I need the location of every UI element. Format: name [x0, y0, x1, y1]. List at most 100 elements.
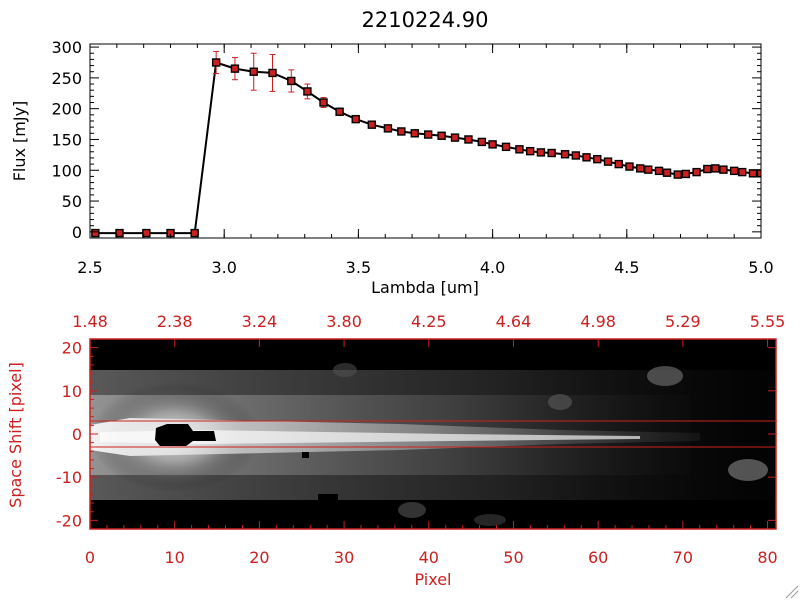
data-point	[636, 164, 645, 173]
data-point	[319, 98, 328, 107]
data-point	[397, 127, 406, 136]
image-top-tick-label: 3.80	[326, 312, 362, 331]
y-tick-label: 100	[51, 161, 82, 180]
image-top-tick-label: 4.25	[411, 312, 447, 331]
image-top-tick-label: 5.29	[665, 312, 701, 331]
image-y-tick-label: 0	[72, 425, 82, 444]
data-point	[571, 151, 581, 160]
x-tick-label: 5.0	[748, 258, 773, 277]
y-tick-label: 200	[51, 100, 82, 119]
data-point	[367, 120, 377, 129]
extraction-lines	[90, 420, 776, 448]
image-x-axis-label: Pixel	[414, 570, 451, 589]
image-feature	[647, 366, 683, 386]
data-point	[211, 58, 221, 67]
y-tick-label: 150	[51, 130, 82, 149]
data-point	[249, 67, 258, 76]
image-top-tick-label: 2.38	[157, 312, 193, 331]
data-point	[488, 140, 497, 149]
spectrum-plot: 2210224.90 2.5 3.0 3.5 4.0 4.5 5.0 0 50 100 150 20…	[10, 8, 774, 297]
image-feature	[728, 459, 768, 481]
spectral-image	[90, 339, 776, 529]
image-x-tick-label: 0	[85, 548, 95, 567]
y-tick-label: 300	[51, 38, 82, 57]
y-tick-label: 250	[51, 69, 82, 88]
data-point	[644, 165, 653, 174]
image-top-tick-label: 4.64	[496, 312, 532, 331]
data-point	[91, 228, 100, 238]
spectrum-line	[95, 61, 761, 235]
data-point	[450, 133, 460, 142]
spectrum-axes: 2.5 3.0 3.5 4.0 4.5 5.0 0 50 100 150 200 250 300	[51, 38, 773, 277]
data-point	[287, 76, 296, 86]
data-point	[303, 87, 312, 96]
x-tick-label: 3.0	[211, 258, 236, 277]
image-dark-pixel	[302, 452, 309, 458]
image-y-tick-label: 10	[62, 382, 82, 401]
image-y-axis-label: Space Shift [pixel]	[6, 362, 25, 508]
image-y-tick-label: -10	[56, 468, 82, 487]
data-point	[190, 228, 199, 238]
data-point	[593, 154, 602, 164]
data-point	[464, 135, 473, 144]
data-point	[614, 159, 623, 169]
data-point	[525, 146, 535, 156]
image-axes: 0 1.48 10 2.38 20 3.24 30 3.80 40 4.25 50 4.64 60 4.9…	[56, 312, 785, 567]
image-feature	[398, 502, 426, 518]
image-saturated-core	[155, 424, 216, 446]
data-point	[230, 64, 240, 73]
image-feature	[548, 394, 572, 410]
spectrum-marks	[91, 50, 761, 238]
image-top-tick-label: 4.98	[580, 312, 616, 331]
data-point	[268, 68, 277, 78]
data-point	[383, 124, 393, 133]
x-tick-label: 3.5	[346, 258, 371, 277]
x-tick-label: 4.5	[614, 258, 639, 277]
data-point	[703, 164, 712, 174]
data-point	[115, 228, 124, 238]
image-feature	[474, 514, 506, 526]
data-point	[547, 148, 556, 158]
image-y-tick-label: -20	[56, 511, 82, 530]
y-axis-label: Flux [mJy]	[10, 101, 29, 182]
data-point	[603, 157, 613, 166]
image-feature	[333, 363, 357, 377]
image-x-tick-label: 50	[503, 548, 523, 567]
data-point	[756, 169, 761, 178]
data-point	[748, 169, 758, 178]
image-dark-pixel	[318, 494, 338, 502]
x-tick-label: 2.5	[77, 258, 102, 277]
data-point	[582, 153, 591, 162]
data-point	[711, 164, 720, 173]
image-x-tick-label: 70	[673, 548, 693, 567]
image-y-tick-label: 20	[62, 339, 82, 358]
data-point	[662, 168, 672, 177]
image-trace-core	[100, 430, 640, 444]
spectral-image-panel: 0 1.48 10 2.38 20 3.24 30 3.80 40 4.25 50 4.64 60 4.9…	[6, 312, 785, 589]
data-point	[560, 150, 570, 159]
image-x-tick-label: 30	[334, 548, 354, 567]
data-point	[738, 167, 747, 177]
data-point	[729, 166, 739, 176]
data-point	[719, 165, 728, 174]
data-point	[681, 169, 691, 179]
data-point	[673, 170, 682, 179]
image-x-tick-label: 40	[419, 548, 439, 567]
data-point	[692, 167, 701, 177]
x-tick-label: 4.0	[480, 258, 505, 277]
data-point	[501, 142, 511, 152]
image-x-tick-label: 80	[757, 548, 777, 567]
x-axis-label: Lambda [um]	[371, 278, 479, 297]
image-top-tick-label: 5.55	[750, 312, 786, 331]
data-point	[142, 228, 151, 238]
resize-grip-icon[interactable]	[785, 585, 799, 599]
chart-title: 2210224.90	[362, 8, 489, 32]
image-top-tick-label: 1.48	[72, 312, 108, 331]
y-tick-label: 0	[72, 223, 82, 242]
data-point	[477, 137, 487, 147]
data-point	[625, 162, 634, 171]
data-point	[351, 114, 360, 124]
spectrum-plot-frame	[89, 43, 762, 239]
y-tick-label: 50	[62, 192, 82, 211]
